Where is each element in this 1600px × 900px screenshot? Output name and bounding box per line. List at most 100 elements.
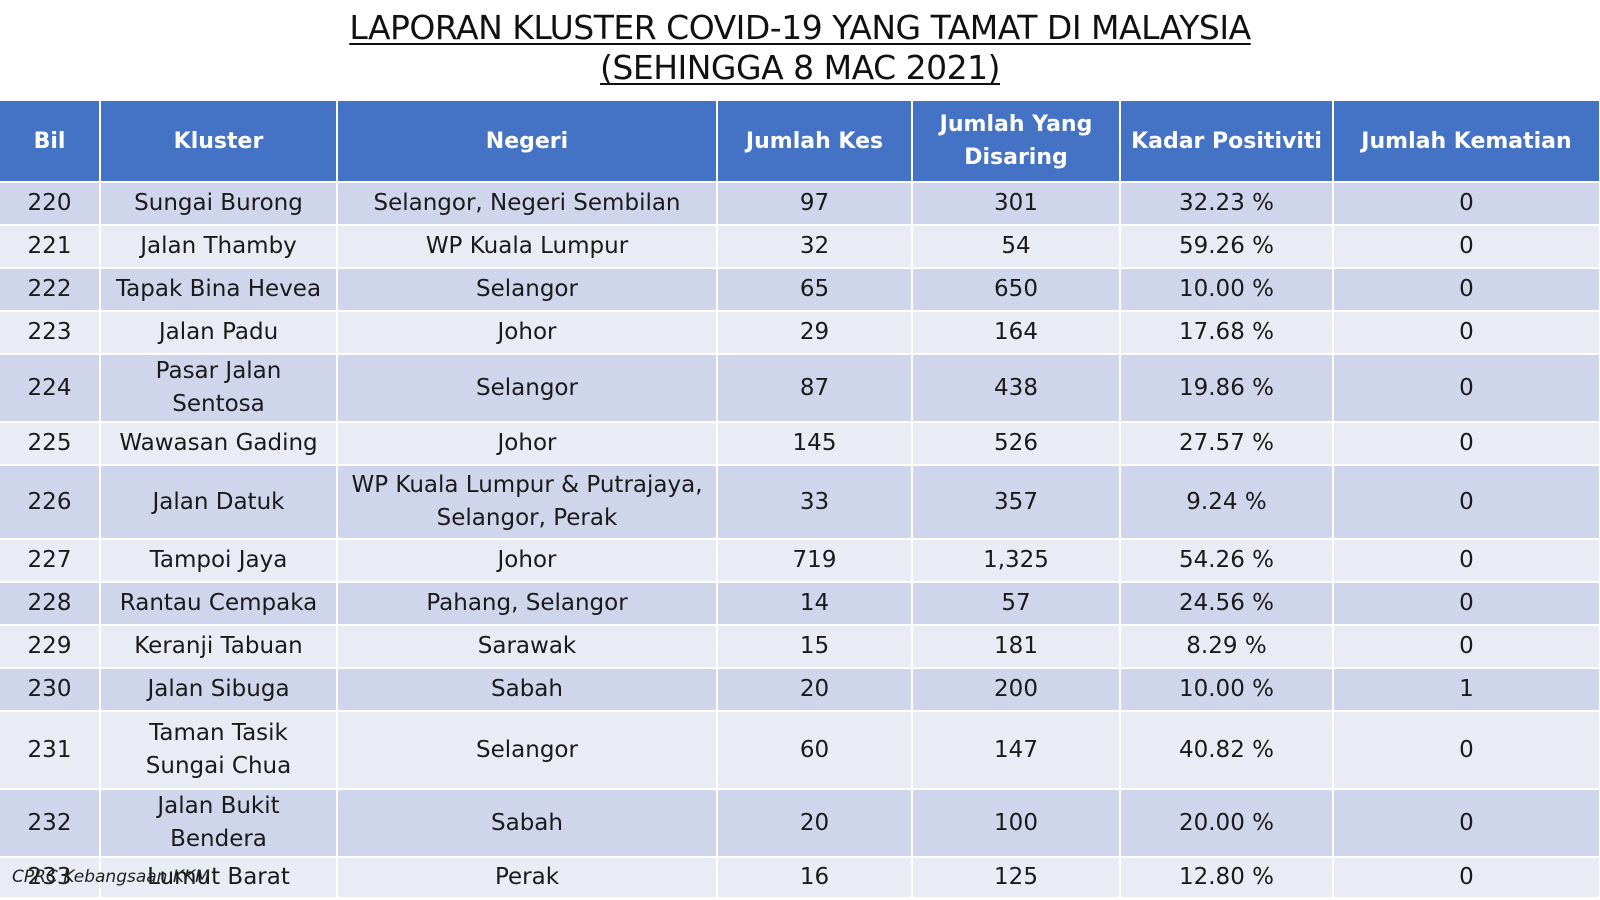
cell-kluster: Jalan Bukit Bendera bbox=[100, 789, 338, 858]
cell-kluster: Keranji Tabuan bbox=[100, 625, 338, 669]
cell-jumlah-disaring: 147 bbox=[912, 711, 1121, 790]
table-row: 228 Rantau Cempaka Pahang, Selangor 14 57 24.… bbox=[0, 582, 1600, 626]
cell-jumlah-kematian: 0 bbox=[1333, 789, 1600, 858]
cell-jumlah-kes: 32 bbox=[717, 225, 913, 269]
title-line-2: (SEHINGGA 8 MAC 2021) bbox=[600, 48, 1000, 87]
cell-kadar-positiviti: 9.24 % bbox=[1120, 465, 1334, 540]
cell-negeri: Johor bbox=[337, 311, 718, 355]
cell-kluster: Tampoi Jaya bbox=[100, 539, 338, 583]
cell-kadar-positiviti: 54.26 % bbox=[1120, 539, 1334, 583]
cell-bil: 225 bbox=[0, 422, 101, 466]
cell-jumlah-kes: 15 bbox=[717, 625, 913, 669]
cell-negeri: WP Kuala Lumpur & Putrajaya, Selangor, P… bbox=[337, 465, 718, 540]
title-line-1: LAPORAN KLUSTER COVID-19 YANG TAMAT DI M… bbox=[349, 8, 1251, 47]
cell-kadar-positiviti: 27.57 % bbox=[1120, 422, 1334, 466]
cell-jumlah-kes: 97 bbox=[717, 182, 913, 226]
cell-negeri: Johor bbox=[337, 422, 718, 466]
cell-bil: 220 bbox=[0, 182, 101, 226]
table-row: 224 Pasar Jalan Sentosa Selangor 87 438 19.86… bbox=[0, 354, 1600, 423]
cell-bil: 229 bbox=[0, 625, 101, 669]
table-body: 220 Sungai Burong Selangor, Negeri Sembila… bbox=[0, 182, 1600, 899]
cell-jumlah-kes: 87 bbox=[717, 354, 913, 423]
cell-jumlah-disaring: 357 bbox=[912, 465, 1121, 540]
cell-jumlah-disaring: 100 bbox=[912, 789, 1121, 858]
cell-kluster: Pasar Jalan Sentosa bbox=[100, 354, 338, 423]
table-row: 220 Sungai Burong Selangor, Negeri Sembila… bbox=[0, 182, 1600, 226]
cell-bil: 224 bbox=[0, 354, 101, 423]
cell-jumlah-kes: 29 bbox=[717, 311, 913, 355]
cell-jumlah-kematian: 0 bbox=[1333, 182, 1600, 226]
table-row: 227 Tampoi Jaya Johor 719 1,325 54.26 % 0 bbox=[0, 539, 1600, 583]
cell-jumlah-kematian: 0 bbox=[1333, 354, 1600, 423]
cell-jumlah-disaring: 181 bbox=[912, 625, 1121, 669]
table-row: 231 Taman Tasik Sungai Chua Selangor 60 147 4… bbox=[0, 711, 1600, 790]
cell-bil: 232 bbox=[0, 789, 101, 858]
cell-kadar-positiviti: 10.00 % bbox=[1120, 668, 1334, 712]
cell-jumlah-kematian: 0 bbox=[1333, 625, 1600, 669]
table-row: 232 Jalan Bukit Bendera Sabah 20 100 20.00 % 0 bbox=[0, 789, 1600, 858]
cell-kluster: Taman Tasik Sungai Chua bbox=[100, 711, 338, 790]
cell-jumlah-kematian: 0 bbox=[1333, 582, 1600, 626]
cell-jumlah-kes: 14 bbox=[717, 582, 913, 626]
header-row: Bil Kluster Negeri Jumlah Kes Jumlah Yan… bbox=[0, 101, 1600, 183]
cell-kadar-positiviti: 8.29 % bbox=[1120, 625, 1334, 669]
cell-jumlah-disaring: 125 bbox=[912, 857, 1121, 899]
cell-negeri: Perak bbox=[337, 857, 718, 899]
cell-kadar-positiviti: 19.86 % bbox=[1120, 354, 1334, 423]
cell-bil: 222 bbox=[0, 268, 101, 312]
cell-kadar-positiviti: 20.00 % bbox=[1120, 789, 1334, 858]
table-row: 233 Lumut Barat Perak 16 125 12.80 % 0 bbox=[0, 857, 1600, 899]
cell-jumlah-kes: 65 bbox=[717, 268, 913, 312]
cell-jumlah-kematian: 0 bbox=[1333, 225, 1600, 269]
cell-jumlah-kes: 719 bbox=[717, 539, 913, 583]
cell-bil: 233 bbox=[0, 857, 101, 899]
cell-jumlah-kes: 33 bbox=[717, 465, 913, 540]
header-bil: Bil bbox=[0, 101, 101, 183]
cell-kadar-positiviti: 24.56 % bbox=[1120, 582, 1334, 626]
cell-jumlah-disaring: 650 bbox=[912, 268, 1121, 312]
cell-jumlah-kes: 20 bbox=[717, 789, 913, 858]
cell-bil: 221 bbox=[0, 225, 101, 269]
table-row: 230 Jalan Sibuga Sabah 20 200 10.00 % 1 bbox=[0, 668, 1600, 712]
cell-kluster: Jalan Padu bbox=[100, 311, 338, 355]
cell-bil: 231 bbox=[0, 711, 101, 790]
cell-jumlah-disaring: 164 bbox=[912, 311, 1121, 355]
cell-jumlah-kematian: 0 bbox=[1333, 857, 1600, 899]
cell-jumlah-kematian: 0 bbox=[1333, 422, 1600, 466]
cell-bil: 228 bbox=[0, 582, 101, 626]
header-jumlah-kematian: Jumlah Kematian bbox=[1333, 101, 1600, 183]
table-row: 229 Keranji Tabuan Sarawak 15 181 8.29 % 0 bbox=[0, 625, 1600, 669]
cell-kluster: Sungai Burong bbox=[100, 182, 338, 226]
cell-negeri: Selangor bbox=[337, 711, 718, 790]
cell-jumlah-kematian: 0 bbox=[1333, 268, 1600, 312]
cell-jumlah-kematian: 0 bbox=[1333, 311, 1600, 355]
cell-jumlah-disaring: 54 bbox=[912, 225, 1121, 269]
table-row: 225 Wawasan Gading Johor 145 526 27.57 % 0 bbox=[0, 422, 1600, 466]
cell-jumlah-kematian: 1 bbox=[1333, 668, 1600, 712]
cell-jumlah-disaring: 200 bbox=[912, 668, 1121, 712]
cell-bil: 223 bbox=[0, 311, 101, 355]
header-kluster: Kluster bbox=[100, 101, 338, 183]
cell-negeri: WP Kuala Lumpur bbox=[337, 225, 718, 269]
table-row: 221 Jalan Thamby WP Kuala Lumpur 32 54 59.26 … bbox=[0, 225, 1600, 269]
cell-bil: 230 bbox=[0, 668, 101, 712]
cell-negeri: Sarawak bbox=[337, 625, 718, 669]
cell-negeri: Selangor bbox=[337, 268, 718, 312]
cell-negeri: Sabah bbox=[337, 789, 718, 858]
cell-jumlah-disaring: 57 bbox=[912, 582, 1121, 626]
cell-negeri: Pahang, Selangor bbox=[337, 582, 718, 626]
cluster-table: Bil Kluster Negeri Jumlah Kes Jumlah Yan… bbox=[0, 101, 1600, 899]
cell-kluster: Rantau Cempaka bbox=[100, 582, 338, 626]
cell-jumlah-disaring: 1,325 bbox=[912, 539, 1121, 583]
cell-kluster: Wawasan Gading bbox=[100, 422, 338, 466]
table-row: 226 Jalan Datuk WP Kuala Lumpur & Putrajay… bbox=[0, 465, 1600, 540]
cell-negeri: Johor bbox=[337, 539, 718, 583]
table-row: 222 Tapak Bina Hevea Selangor 65 650 10.00 % 0 bbox=[0, 268, 1600, 312]
cell-jumlah-kes: 145 bbox=[717, 422, 913, 466]
table-row: 223 Jalan Padu Johor 29 164 17.68 % 0 bbox=[0, 311, 1600, 355]
cell-bil: 226 bbox=[0, 465, 101, 540]
cell-jumlah-kes: 60 bbox=[717, 711, 913, 790]
source-footer: CPRC Kebangsaan KKM bbox=[12, 867, 210, 887]
cell-kadar-positiviti: 10.00 % bbox=[1120, 268, 1334, 312]
cell-kluster: Jalan Sibuga bbox=[100, 668, 338, 712]
